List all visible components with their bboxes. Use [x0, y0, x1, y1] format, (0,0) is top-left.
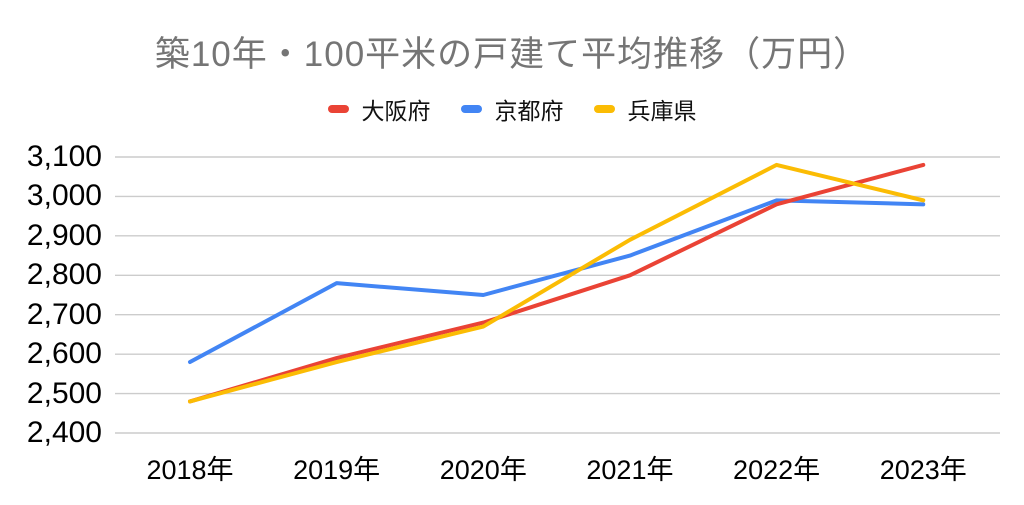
y-axis-tick-label: 2,600	[26, 337, 102, 371]
x-axis-tick-label: 2020年	[439, 455, 527, 485]
legend-item-hyogo: 兵庫県	[593, 92, 697, 126]
x-axis-tick-label: 2018年	[146, 455, 234, 485]
legend-label: 大阪府	[361, 98, 431, 124]
y-axis-tick-label: 2,500	[26, 376, 102, 410]
x-axis-tick-label: 2019年	[293, 455, 381, 485]
y-axis-tick-label: 2,700	[26, 297, 102, 331]
series-line-兵庫県	[188, 162, 926, 404]
legend-swatch-icon	[460, 105, 482, 113]
legend-swatch-icon	[327, 105, 349, 113]
chart-title: 築10年・100平米の戸建て平均推移（万円）	[154, 35, 870, 74]
legend-item-kyoto: 京都府	[460, 92, 564, 126]
chart-legend: 大阪府 京都府 兵庫県	[0, 92, 1024, 126]
y-axis-tick-label: 3,100	[26, 140, 102, 173]
y-axis-tick-label: 2,800	[26, 258, 102, 292]
legend-item-osaka: 大阪府	[327, 92, 431, 126]
y-axis-tick-label: 3,000	[26, 179, 102, 213]
series-line-大阪府	[188, 162, 926, 404]
legend-label: 京都府	[494, 98, 564, 124]
legend-label: 兵庫県	[627, 98, 697, 124]
x-axis-tick-label: 2021年	[586, 455, 674, 485]
y-axis-tick-label: 2,400	[26, 416, 102, 449]
legend-swatch-icon	[593, 105, 615, 113]
x-axis-tick-label: 2023年	[879, 455, 967, 485]
x-axis-tick-label: 2022年	[733, 455, 821, 485]
series-line-京都府	[188, 198, 926, 365]
y-axis-tick-label: 2,900	[26, 218, 102, 252]
